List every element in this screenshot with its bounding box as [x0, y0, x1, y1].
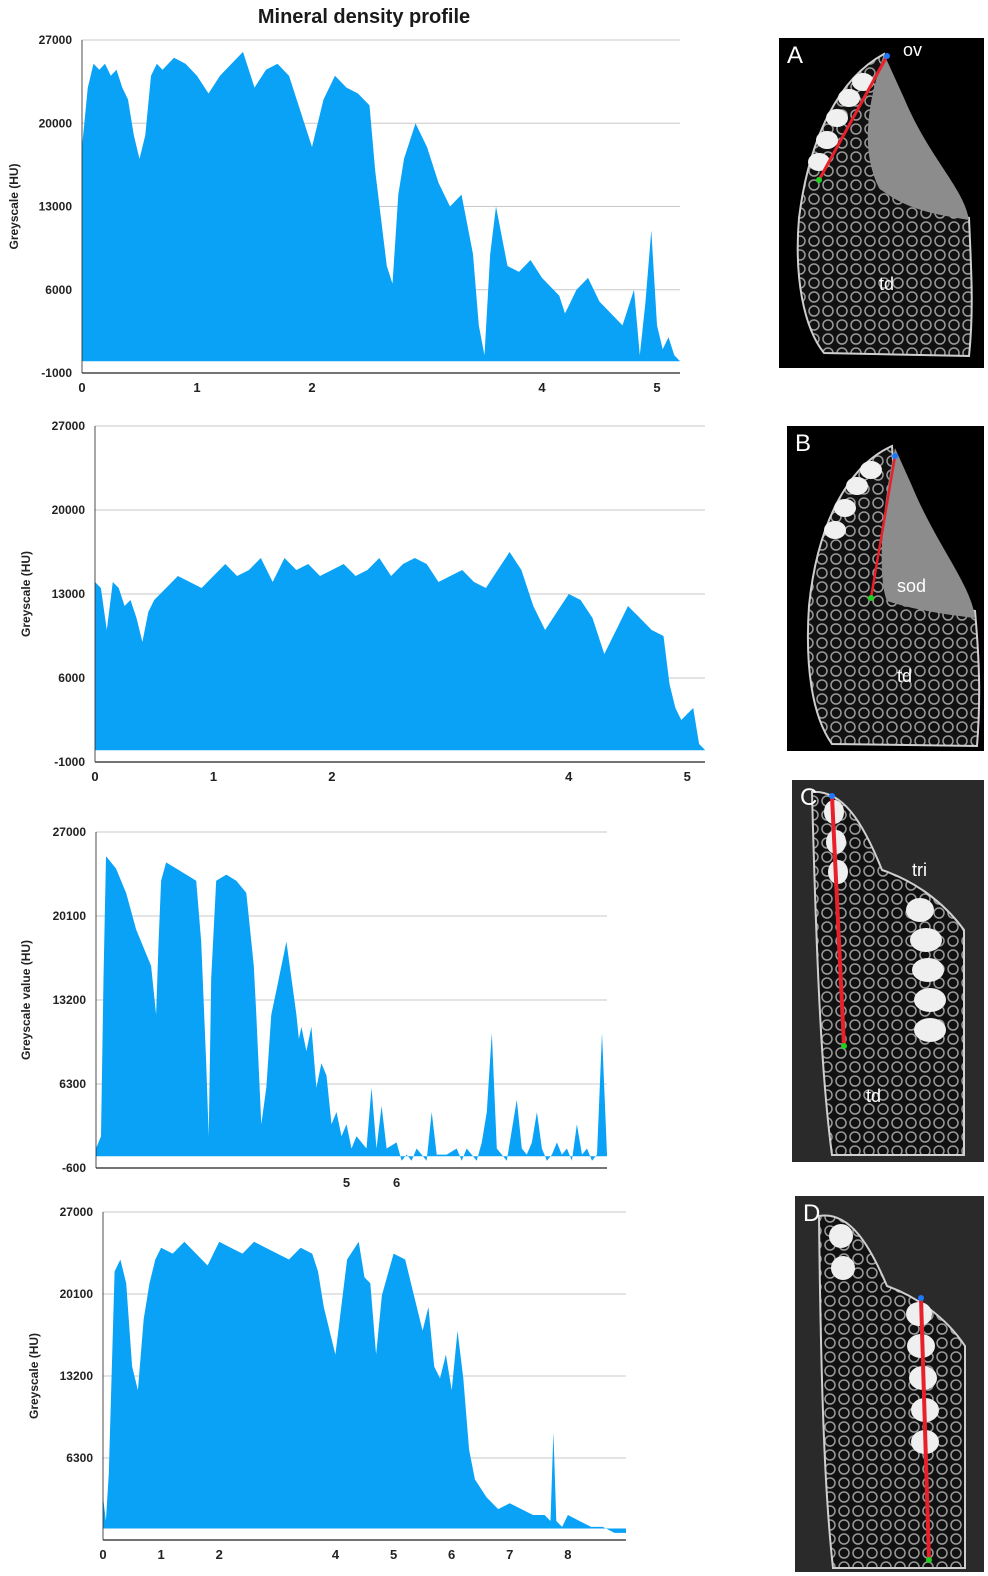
chart-1: 27000 20000 13000 6000 -1000 0 1 2 4 5 Greyscale (… [7, 33, 680, 395]
x-tick-label: 5 [390, 1547, 397, 1562]
y-tick-label: -1000 [41, 366, 72, 380]
figure-title: Mineral density profile [257, 6, 471, 28]
y-axis-label: Greyscale (HU) [27, 1333, 41, 1419]
y-tick-label: 27000 [39, 33, 73, 47]
profile-line [869, 455, 897, 599]
y-tick-label: -600 [62, 1161, 86, 1175]
end-marker [926, 1557, 932, 1563]
y-tick-label: 6000 [58, 671, 85, 685]
y-tick-label: 6300 [59, 1077, 86, 1091]
x-tick-label: 2 [308, 380, 315, 395]
panel-letter-b: B [795, 430, 812, 457]
y-tick-label: 6300 [66, 1451, 93, 1465]
y-axis-label: Greyscale (HU) [19, 551, 33, 637]
chart-3: 27000 20100 13200 6300 -600 5 6 Greyscale value… [19, 825, 607, 1190]
y-tick-label: 27000 [53, 825, 87, 839]
x-tick-label: 4 [332, 1547, 340, 1562]
y-tick-label: 20100 [60, 1287, 94, 1301]
y-tick-label: 13200 [53, 993, 87, 1007]
x-tick-label: 1 [210, 769, 217, 784]
x-tick-label: 7 [506, 1547, 513, 1562]
x-tick-label: 6 [448, 1547, 455, 1562]
label-sod: sod [897, 576, 927, 596]
density-charts: 27000 20000 13000 6000 -1000 0 1 2 4 5 Greyscale (… [7, 33, 705, 1562]
area-series [96, 856, 607, 1161]
x-tick-label: 4 [538, 380, 546, 395]
label-td: td [866, 1086, 882, 1106]
x-tick-label: 6 [393, 1175, 400, 1190]
label-td: td [879, 274, 895, 294]
panel-letter-c: C [800, 784, 818, 811]
y-axis-label: Greyscale value (HU) [19, 940, 33, 1060]
area-series [82, 51, 680, 362]
end-marker [841, 1043, 847, 1049]
y-tick-label: 20100 [53, 909, 87, 923]
x-tick-label: 0 [99, 1547, 106, 1562]
x-tick-label: 2 [328, 769, 335, 784]
label-tri: tri [912, 860, 927, 880]
x-tick-label: 1 [193, 380, 200, 395]
x-tick-label: 0 [78, 380, 85, 395]
area-series [103, 1241, 626, 1533]
x-tick-label: 0 [91, 769, 98, 784]
x-tick-label: 5 [343, 1175, 350, 1190]
ct-scan-c [810, 790, 965, 1156]
start-marker [829, 793, 835, 799]
ct-image-panel-b: B sod td [787, 426, 984, 751]
start-marker [884, 53, 890, 59]
x-tick-label: 1 [157, 1547, 164, 1562]
y-tick-label: -1000 [54, 755, 85, 769]
chart-4: 27000 20100 13200 6300 0 1 2 4 5 6 7 8 Greyscale (HU… [27, 1205, 626, 1562]
y-tick-label: 20000 [39, 116, 73, 130]
label-td: td [897, 666, 913, 686]
ct-image-panel-c: C tri td [792, 780, 984, 1162]
end-marker [816, 177, 822, 183]
ct-scan-b [806, 444, 981, 748]
x-tick-label: 5 [684, 769, 691, 784]
y-axis-label: Greyscale (HU) [7, 163, 21, 249]
x-tick-label: 8 [564, 1547, 571, 1562]
profile-line [919, 1297, 931, 1561]
ct-image-panel-d: D [795, 1196, 984, 1572]
y-tick-label: 6000 [45, 283, 72, 297]
panel-letter-a: A [787, 42, 804, 69]
x-tick-label: 2 [216, 1547, 223, 1562]
start-marker [918, 1295, 924, 1301]
label-ov: ov [903, 40, 923, 60]
area-series [95, 552, 705, 751]
profile-line [830, 795, 846, 1047]
x-tick-label: 5 [653, 380, 660, 395]
end-marker [868, 595, 874, 601]
x-tick-label: 4 [565, 769, 573, 784]
panel-letter-d: D [803, 1200, 821, 1227]
y-tick-label: 27000 [60, 1205, 94, 1219]
ct-image-panel-a: A ov td [779, 38, 984, 368]
y-tick-label: 13200 [60, 1369, 94, 1383]
chart-2: 27000 20000 13000 6000 -1000 0 1 2 4 5 Greyscale (… [19, 419, 705, 784]
start-marker [892, 453, 898, 459]
ct-scan-a [796, 52, 973, 358]
y-tick-label: 13000 [52, 587, 86, 601]
ct-scan-d [817, 1214, 966, 1569]
profile-line [817, 55, 889, 181]
y-tick-label: 13000 [39, 200, 73, 214]
y-tick-label: 20000 [52, 503, 86, 517]
y-tick-label: 27000 [52, 419, 86, 433]
